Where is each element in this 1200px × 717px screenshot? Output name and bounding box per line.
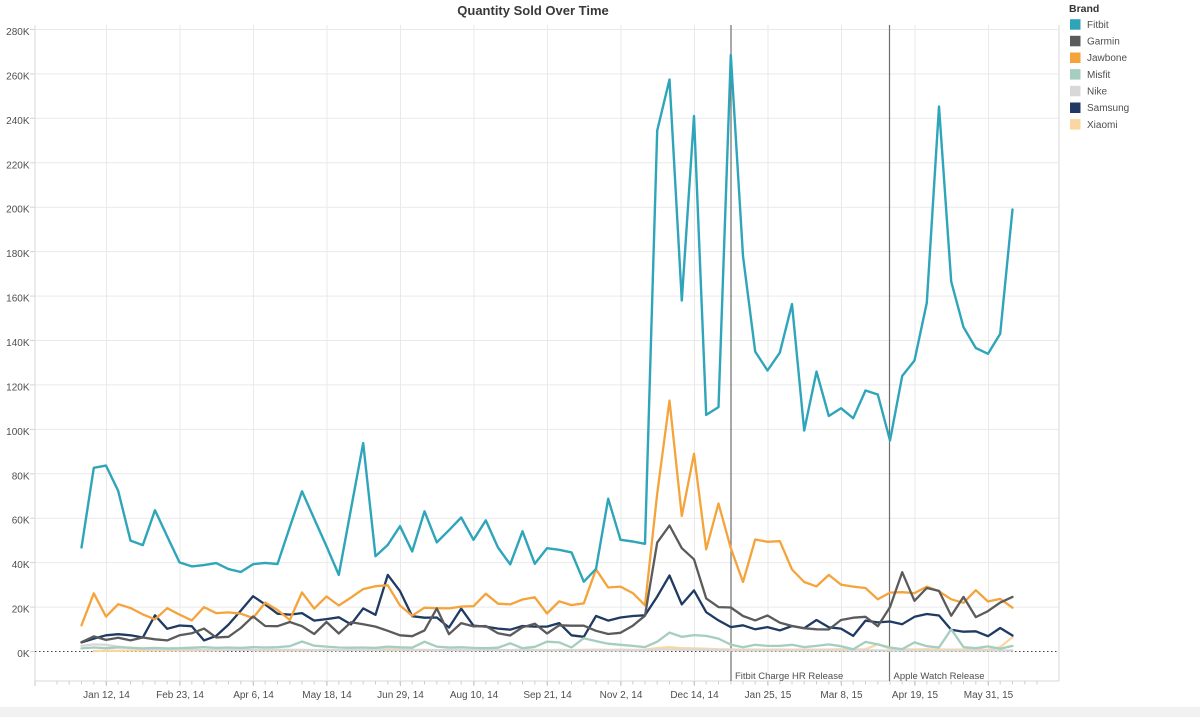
svg-text:Aug 10, 14: Aug 10, 14 bbox=[450, 690, 499, 701]
svg-text:100K: 100K bbox=[6, 427, 30, 438]
svg-text:180K: 180K bbox=[6, 249, 30, 260]
svg-text:Fitbit Charge HR Release: Fitbit Charge HR Release bbox=[735, 671, 843, 682]
svg-text:40K: 40K bbox=[12, 560, 30, 571]
svg-text:20K: 20K bbox=[12, 605, 30, 616]
svg-text:Sep 21, 14: Sep 21, 14 bbox=[523, 690, 572, 701]
svg-text:Garmin: Garmin bbox=[1087, 37, 1120, 48]
svg-text:160K: 160K bbox=[6, 294, 30, 305]
svg-text:Xiaomi: Xiaomi bbox=[1087, 120, 1118, 131]
svg-text:Feb 23, 14: Feb 23, 14 bbox=[156, 690, 204, 701]
svg-text:Brand: Brand bbox=[1069, 3, 1099, 15]
svg-text:60K: 60K bbox=[12, 516, 30, 527]
svg-text:Samsung: Samsung bbox=[1087, 103, 1129, 114]
svg-text:Mar 8, 15: Mar 8, 15 bbox=[820, 690, 863, 701]
svg-text:240K: 240K bbox=[6, 116, 30, 127]
svg-text:May 31, 15: May 31, 15 bbox=[964, 690, 1014, 701]
svg-text:Quantity Sold Over Time: Quantity Sold Over Time bbox=[457, 3, 608, 18]
svg-text:Dec 14, 14: Dec 14, 14 bbox=[670, 690, 719, 701]
svg-text:Jan 25, 15: Jan 25, 15 bbox=[745, 690, 792, 701]
svg-text:Jun 29, 14: Jun 29, 14 bbox=[377, 690, 424, 701]
svg-text:140K: 140K bbox=[6, 338, 30, 349]
svg-text:Apr 6, 14: Apr 6, 14 bbox=[233, 690, 274, 701]
svg-text:Jan 12, 14: Jan 12, 14 bbox=[83, 690, 130, 701]
svg-text:Fitbit: Fitbit bbox=[1087, 20, 1109, 31]
svg-text:80K: 80K bbox=[12, 471, 30, 482]
svg-text:0K: 0K bbox=[17, 649, 30, 660]
svg-text:220K: 220K bbox=[6, 160, 30, 171]
svg-text:Apr 19, 15: Apr 19, 15 bbox=[892, 690, 939, 701]
svg-text:Nike: Nike bbox=[1087, 87, 1107, 98]
svg-text:260K: 260K bbox=[6, 71, 30, 82]
svg-text:200K: 200K bbox=[6, 205, 30, 216]
svg-text:120K: 120K bbox=[6, 382, 30, 393]
svg-text:280K: 280K bbox=[6, 27, 30, 38]
svg-text:Nov 2, 14: Nov 2, 14 bbox=[600, 690, 643, 701]
svg-text:Apple Watch Release: Apple Watch Release bbox=[894, 671, 985, 682]
svg-text:May 18, 14: May 18, 14 bbox=[302, 690, 352, 701]
svg-text:Misfit: Misfit bbox=[1087, 70, 1111, 81]
svg-text:Jawbone: Jawbone bbox=[1087, 53, 1127, 64]
